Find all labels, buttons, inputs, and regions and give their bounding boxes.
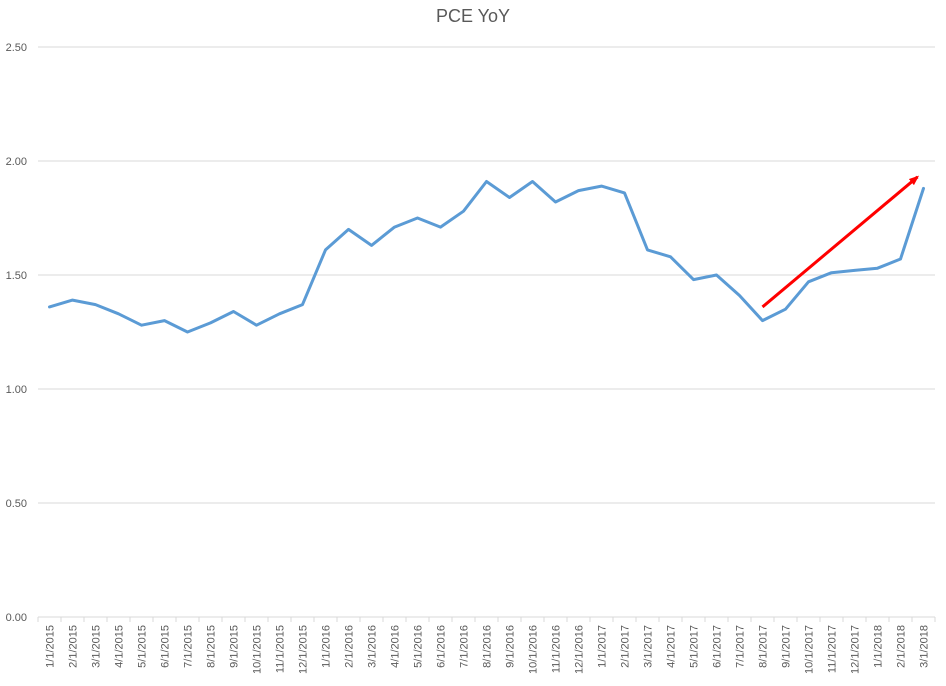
data-point (738, 294, 741, 297)
data-point (554, 200, 557, 204)
x-axis-tick-labels: 1/1/2015 2/1/2015 3/1/2015 4/1/2015 5/1/2015… (37, 617, 936, 674)
x-tick-label: 11/1/2015 (275, 625, 287, 673)
x-tick-label: 4/1/2015 (114, 625, 126, 668)
data-point (899, 257, 902, 261)
x-tick-label: 4/1/2017 (666, 625, 678, 668)
data-point (692, 278, 695, 281)
data-point (439, 225, 442, 229)
x-tick-label: 4/1/2016 (390, 625, 402, 668)
data-point (600, 184, 603, 188)
y-tick-label: 0.50 (6, 498, 27, 510)
data-point (140, 323, 143, 327)
y-tick-label: 1.50 (6, 270, 27, 282)
data-point (531, 180, 534, 183)
x-tick-label: 1/1/2016 (321, 625, 333, 668)
data-point (255, 323, 258, 327)
data-point (669, 255, 672, 258)
data-point (117, 312, 120, 315)
x-tick-label: 2/1/2015 (68, 625, 80, 668)
data-point (324, 248, 327, 252)
trend-arrow (761, 175, 920, 309)
x-tick-label: 3/1/2016 (367, 625, 379, 668)
data-point (577, 189, 580, 192)
series-layer (48, 180, 925, 334)
x-tick-label: 9/1/2017 (781, 625, 793, 668)
data-point (232, 310, 235, 313)
x-tick-label: 5/1/2016 (413, 625, 425, 668)
y-axis-tick-labels: 0.00 0.50 1.00 1.50 2.00 2.50 (6, 42, 27, 624)
data-point (623, 191, 626, 195)
data-point (646, 248, 649, 252)
x-tick-label: 12/1/2016 (574, 625, 586, 674)
data-point (209, 321, 212, 325)
data-point (876, 266, 879, 270)
data-point (715, 273, 718, 277)
x-tick-label: 1/1/2018 (873, 625, 885, 668)
data-point (508, 196, 511, 199)
chart-title: PCE YoY (435, 6, 511, 26)
data-point (393, 225, 396, 229)
data-point (416, 216, 419, 220)
x-tick-label: 11/1/2017 (827, 625, 839, 673)
x-tick-label: 2/1/2017 (620, 625, 632, 668)
x-tick-label: 8/1/2015 (206, 625, 218, 668)
x-tick-label: 3/1/2015 (91, 625, 103, 668)
data-point (347, 228, 350, 231)
y-tick-label: 2.50 (6, 42, 27, 54)
x-tick-label: 6/1/2016 (436, 625, 448, 668)
x-tick-label: 8/1/2016 (482, 625, 494, 668)
x-tick-label: 1/1/2017 (597, 625, 609, 668)
x-tick-label: 5/1/2017 (689, 625, 701, 668)
data-point (830, 271, 833, 274)
data-point (784, 308, 787, 311)
x-tick-label: 12/1/2017 (850, 625, 862, 674)
y-tick-label: 1.00 (6, 384, 27, 396)
x-tick-label: 2/1/2016 (344, 625, 356, 668)
x-tick-label: 8/1/2017 (758, 625, 770, 668)
x-tick-label: 7/1/2016 (459, 625, 471, 668)
y-tick-label: 2.00 (6, 156, 27, 168)
gridlines (38, 46, 935, 618)
x-tick-label: 6/1/2015 (160, 625, 172, 668)
x-tick-label: 10/1/2015 (252, 625, 264, 674)
series-line (48, 180, 925, 334)
x-tick-label: 3/1/2018 (919, 625, 931, 668)
data-point (94, 303, 97, 306)
x-tick-label: 10/1/2017 (804, 625, 816, 674)
data-point (163, 319, 166, 322)
data-point (485, 180, 488, 183)
data-point (278, 312, 281, 315)
data-point (922, 187, 925, 190)
x-tick-label: 7/1/2017 (735, 625, 747, 668)
x-tick-label: 6/1/2017 (712, 625, 724, 668)
x-tick-label: 7/1/2015 (183, 625, 195, 668)
data-point (370, 244, 373, 247)
x-tick-label: 2/1/2018 (896, 625, 908, 668)
data-point (462, 209, 465, 213)
data-point (186, 330, 189, 334)
x-tick-label: 10/1/2016 (528, 625, 540, 674)
data-point (301, 303, 304, 306)
x-tick-label: 12/1/2015 (298, 625, 310, 674)
x-tick-label: 9/1/2016 (505, 625, 517, 668)
data-point (761, 319, 764, 322)
data-point (853, 269, 856, 272)
annotations (761, 175, 920, 309)
y-tick-label: 0.00 (6, 612, 27, 624)
x-tick-label: 5/1/2015 (137, 625, 149, 668)
data-point (48, 305, 51, 309)
x-tick-label: 9/1/2015 (229, 625, 241, 668)
data-point (71, 298, 74, 302)
x-tick-label: 1/1/2015 (45, 625, 57, 668)
x-tick-label: 11/1/2016 (551, 625, 563, 673)
data-point (807, 280, 810, 284)
x-tick-label: 3/1/2017 (643, 625, 655, 668)
